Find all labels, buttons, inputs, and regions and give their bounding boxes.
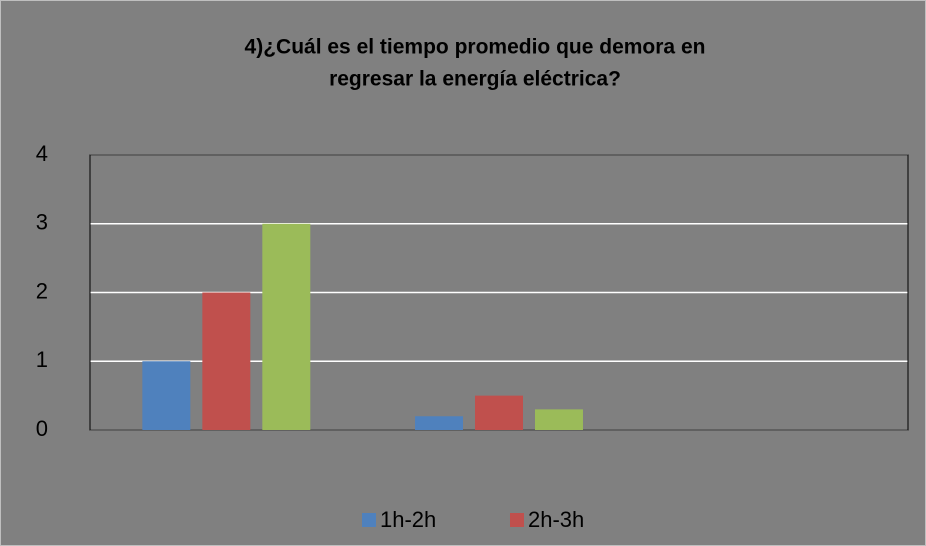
chart-title: 4)¿Cuál es el tiempo promedio que demora…	[245, 36, 706, 59]
y-tick-label: 1	[36, 347, 48, 372]
y-tick-label: 4	[36, 141, 48, 166]
bar	[142, 361, 191, 430]
legend-swatch	[362, 513, 376, 527]
bar	[262, 223, 311, 430]
y-tick-label: 3	[36, 210, 48, 235]
bar	[415, 416, 464, 430]
y-tick-label: 2	[36, 278, 48, 303]
bar	[475, 395, 523, 430]
legend-label: 1h-2h	[380, 507, 436, 532]
legend-label: 2h-3h	[528, 507, 584, 532]
y-tick-label: 0	[36, 416, 48, 441]
bar	[534, 409, 583, 430]
legend-swatch	[510, 513, 524, 527]
bar	[202, 292, 251, 430]
chart-title: regresar la energía eléctrica?	[329, 68, 621, 91]
